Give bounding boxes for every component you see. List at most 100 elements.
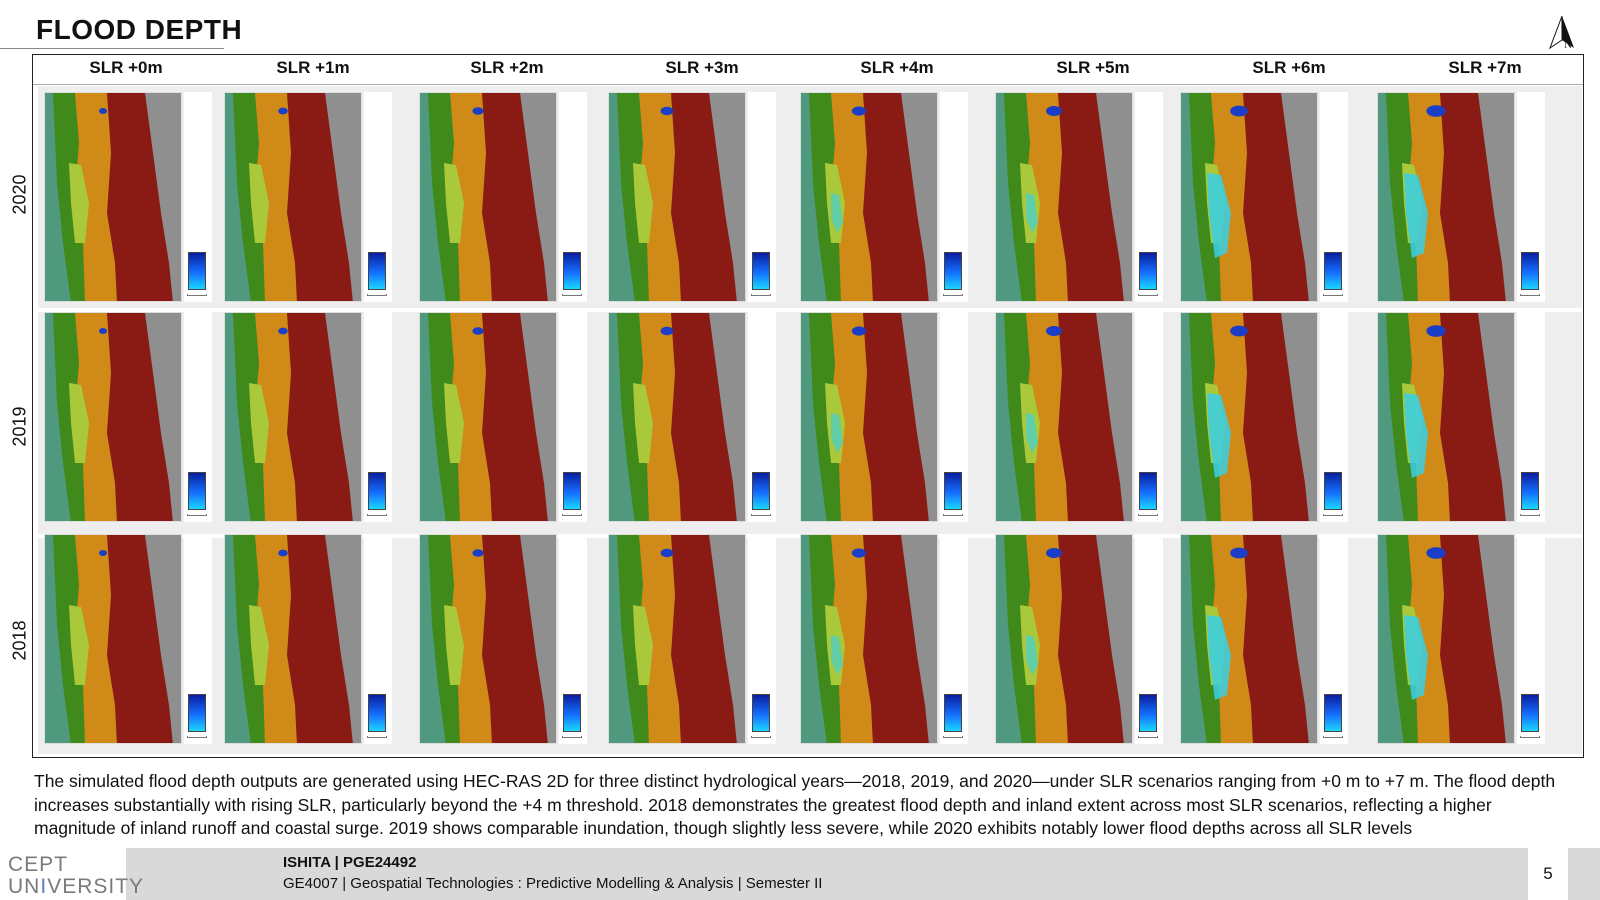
scale-bar [943, 514, 963, 516]
scale-bar [1520, 736, 1540, 738]
flood-map-cell [1180, 534, 1352, 744]
flood-map-cell [1377, 92, 1549, 302]
flood-depth-map [419, 92, 557, 302]
flood-map-cell [44, 92, 216, 302]
flood-map-cell [1377, 534, 1549, 744]
column-header-slr-1: SLR +1m [276, 58, 350, 77]
author-line: ISHITA | PGE24492 [283, 854, 417, 871]
row-label-2019: 2019 [9, 405, 30, 447]
depth-legend-ramp [752, 252, 770, 290]
flood-depth-map [608, 534, 746, 744]
flood-map-cell [1180, 92, 1352, 302]
flood-map-cell [1180, 312, 1352, 522]
scale-bar [187, 736, 207, 738]
scale-bar [1520, 514, 1540, 516]
depth-legend-ramp [1521, 252, 1539, 290]
flood-map-cell [224, 312, 396, 522]
figure-frame [32, 54, 1584, 758]
scale-bar [1323, 514, 1343, 516]
north-letter: N [1564, 39, 1572, 51]
flood-depth-map [608, 312, 746, 522]
depth-legend-ramp [944, 472, 962, 510]
depth-legend-ramp [368, 472, 386, 510]
depth-legend-ramp [563, 694, 581, 732]
flood-depth-map [1377, 534, 1515, 744]
depth-legend-ramp [1139, 252, 1157, 290]
flood-map-cell [44, 534, 216, 744]
scale-bar [751, 514, 771, 516]
depth-legend-ramp [188, 252, 206, 290]
header-divider [33, 84, 1583, 85]
column-header-slr-6: SLR +6m [1252, 58, 1326, 77]
depth-legend-ramp [563, 252, 581, 290]
flood-map-cell [44, 312, 216, 522]
column-header-slr-3: SLR +3m [665, 58, 739, 77]
flood-depth-map [44, 312, 182, 522]
depth-legend-ramp [1139, 472, 1157, 510]
flood-map-cell [995, 92, 1167, 302]
page-number: 5 [1528, 848, 1568, 900]
scale-bar [562, 294, 582, 296]
flood-map-cell [800, 534, 972, 744]
scale-bar [943, 294, 963, 296]
depth-legend-ramp [1324, 472, 1342, 510]
flood-depth-map [995, 312, 1133, 522]
flood-depth-map [224, 534, 362, 744]
depth-legend-ramp [1324, 252, 1342, 290]
flood-depth-map [800, 312, 938, 522]
row-label-2018: 2018 [9, 619, 30, 661]
depth-legend-ramp [188, 694, 206, 732]
title-underline [0, 48, 224, 49]
scale-bar [1138, 736, 1158, 738]
scale-bar [1138, 294, 1158, 296]
scale-bar [187, 514, 207, 516]
scale-bar [562, 514, 582, 516]
depth-legend-ramp [1521, 694, 1539, 732]
flood-depth-map [44, 92, 182, 302]
depth-legend-ramp [368, 252, 386, 290]
flood-map-cell [995, 312, 1167, 522]
flood-depth-map [44, 534, 182, 744]
flood-map-cell [995, 534, 1167, 744]
footer-bar [0, 848, 1600, 900]
flood-depth-map [995, 534, 1133, 744]
flood-depth-map [608, 92, 746, 302]
depth-legend-ramp [752, 694, 770, 732]
depth-legend-ramp [1521, 472, 1539, 510]
depth-legend-ramp [752, 472, 770, 510]
scale-bar [367, 736, 387, 738]
depth-legend-ramp [944, 694, 962, 732]
flood-map-cell [419, 312, 591, 522]
depth-legend-ramp [188, 472, 206, 510]
flood-depth-map [1377, 312, 1515, 522]
course-line: GE4007 | Geospatial Technologies : Predi… [283, 875, 823, 892]
caption-text: The simulated flood depth outputs are ge… [34, 771, 1556, 838]
flood-map-cell [608, 92, 780, 302]
scale-bar [1138, 514, 1158, 516]
flood-depth-map [419, 534, 557, 744]
flood-depth-map [419, 312, 557, 522]
flood-map-cell [419, 534, 591, 744]
scale-bar [187, 294, 207, 296]
flood-depth-map [1377, 92, 1515, 302]
flood-map-cell [608, 312, 780, 522]
column-header-slr-0: SLR +0m [89, 58, 163, 77]
flood-depth-map [224, 92, 362, 302]
flood-depth-map [1180, 534, 1318, 744]
flood-depth-map [1180, 92, 1318, 302]
depth-legend-ramp [944, 252, 962, 290]
scale-bar [562, 736, 582, 738]
flood-map-cell [800, 312, 972, 522]
column-header-slr-5: SLR +5m [1056, 58, 1130, 77]
row-label-2020: 2020 [9, 173, 30, 215]
scale-bar [367, 294, 387, 296]
flood-depth-map [1180, 312, 1318, 522]
flood-depth-map [224, 312, 362, 522]
scale-bar [1323, 294, 1343, 296]
flood-depth-map [800, 534, 938, 744]
scale-bar [1323, 736, 1343, 738]
scale-bar [1520, 294, 1540, 296]
scale-bar [943, 736, 963, 738]
column-header-slr-2: SLR +2m [470, 58, 544, 77]
